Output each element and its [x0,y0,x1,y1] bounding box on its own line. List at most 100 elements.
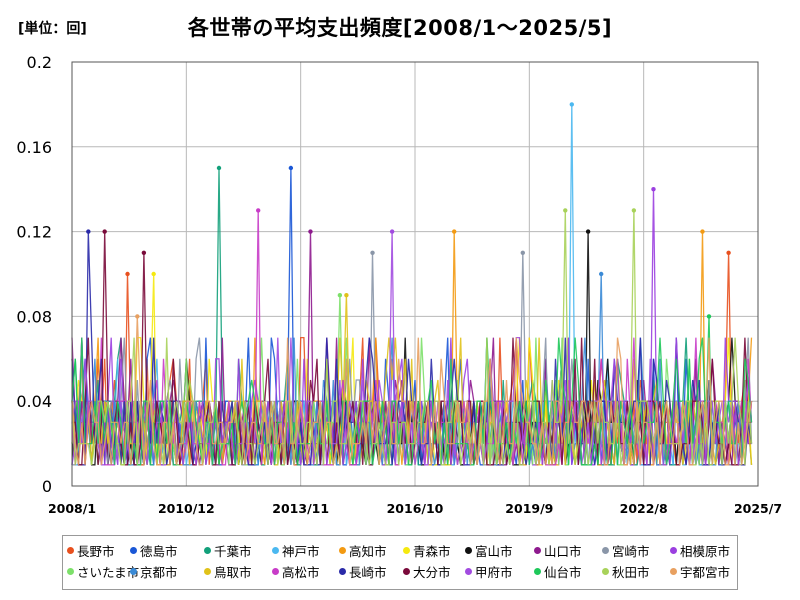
legend-marker [670,568,677,575]
x-tick-label: 2008/1 [48,501,96,516]
legend-item: 長野市 [67,541,115,560]
legend-label: 宇都宮市 [680,565,731,580]
series-peak-point [256,208,261,213]
legend-label: 秋田市 [612,565,650,580]
series-peak-point [344,293,349,298]
legend-item: 秋田市 [602,562,650,581]
legend-label: 相模原市 [680,544,731,559]
legend-label: 青森市 [413,544,451,559]
x-tick-label: 2010/12 [158,501,215,516]
legend-item: 長崎市 [339,562,387,581]
legend-item: 相模原市 [670,541,730,560]
legend-item: 徳島市 [130,541,178,560]
series-peak-point [569,102,574,107]
y-tick-label: 0.2 [27,53,52,72]
series-peak-point [337,293,343,298]
series-peak-point [141,250,147,255]
series-peak-point [706,314,712,319]
y-axis-ticks: 0 0.04 0.08 0.12 0.16 0.2 [16,53,52,496]
legend-label: 大分市 [413,565,451,580]
series-peak-point [308,229,313,234]
series-peak-point [102,229,107,234]
legend-label: さいたま市 [77,565,140,580]
legend-item: 宇都宮市 [670,562,730,581]
x-tick-label: 2019/9 [505,501,553,516]
legend-label: 神戸市 [282,544,320,559]
series-peak-point [563,208,568,213]
series-lines [71,104,753,466]
legend-marker [204,547,211,554]
series-peak-point [700,229,705,234]
x-axis-ticks: 2008/1 2010/12 2013/11 2016/10 2019/9 2022/8 2… [48,501,782,516]
legend-label: 徳島市 [140,544,178,559]
legend-label: 長野市 [77,544,115,559]
legend-marker [670,547,677,554]
series-peak-markers [86,102,731,319]
legend-label: 長崎市 [349,565,387,580]
series-peak-point [370,250,375,255]
series-peak-point [585,229,591,234]
legend-label: 宮崎市 [612,544,650,559]
legend-label: 仙台市 [544,565,582,580]
legend-label: 鳥取市 [214,565,252,580]
series-peak-point [125,271,130,277]
legend-marker [403,547,410,554]
series-peak-point [520,250,525,255]
y-tick-label: 0.08 [16,307,52,326]
y-tick-label: 0.16 [16,138,52,157]
legend-item: 甲府市 [465,562,513,581]
legend-marker [339,547,346,554]
legend-marker [602,547,609,554]
legend-item: 山口市 [534,541,582,560]
x-tick-label: 2016/10 [387,501,444,516]
series-peak-point [151,271,156,277]
legend-item: 仙台市 [534,562,582,581]
x-tick-label: 2013/11 [272,501,329,516]
legend-item: 高知市 [339,541,387,560]
series-line [71,316,753,466]
y-tick-label: 0.12 [16,223,52,242]
series-peak-point [389,229,395,234]
series-peak-point [599,271,604,277]
legend-item: 神戸市 [272,541,320,560]
legend-item: 千葉市 [204,541,252,560]
legend-marker [204,568,211,575]
legend-item: 宮崎市 [602,541,650,560]
legend-item: 高松市 [272,562,320,581]
legend-label: 富山市 [475,544,513,559]
y-tick-label: 0 [42,477,52,496]
legend-label: 甲府市 [475,565,513,580]
legend-label: 高知市 [349,544,387,559]
y-tick-label: 0.04 [16,392,52,411]
legend-marker [602,568,609,575]
series-peak-point [135,314,140,319]
legend-item: 大分市 [403,562,451,581]
legend-marker [465,547,472,554]
series-peak-point [288,165,294,171]
legend-marker [403,568,410,575]
legend-item: 富山市 [465,541,513,560]
legend-label: 京都市 [140,565,178,580]
legend-label: 千葉市 [214,544,252,559]
legend-marker [130,547,137,554]
plot-area-frame [71,61,759,487]
legend-item: 青森市 [403,541,451,560]
legend-marker [465,568,472,575]
legend-marker [67,568,74,575]
chart-legend: 長野市 徳島市 千葉市 神戸市 高知市 青森市 富山市 山口市 宮崎市 相模原市さいたま市 京都市 鳥… [62,535,738,590]
series-peak-point [651,187,656,192]
legend-marker [272,547,279,554]
series-peak-point [452,229,457,234]
x-tick-label: 2022/8 [620,501,668,516]
chart-title: 各世帯の平均支出頻度[2008/1～2025/5] [187,16,613,40]
legend-label: 高松市 [282,565,320,580]
legend-marker [534,568,541,575]
unit-label: [単位：回] [18,21,87,37]
series-peak-point [86,229,91,234]
series-peak-point [631,208,637,213]
legend-marker [130,568,137,575]
legend-label: 山口市 [544,544,582,559]
legend-marker [67,547,74,554]
series-peak-point [726,250,731,255]
